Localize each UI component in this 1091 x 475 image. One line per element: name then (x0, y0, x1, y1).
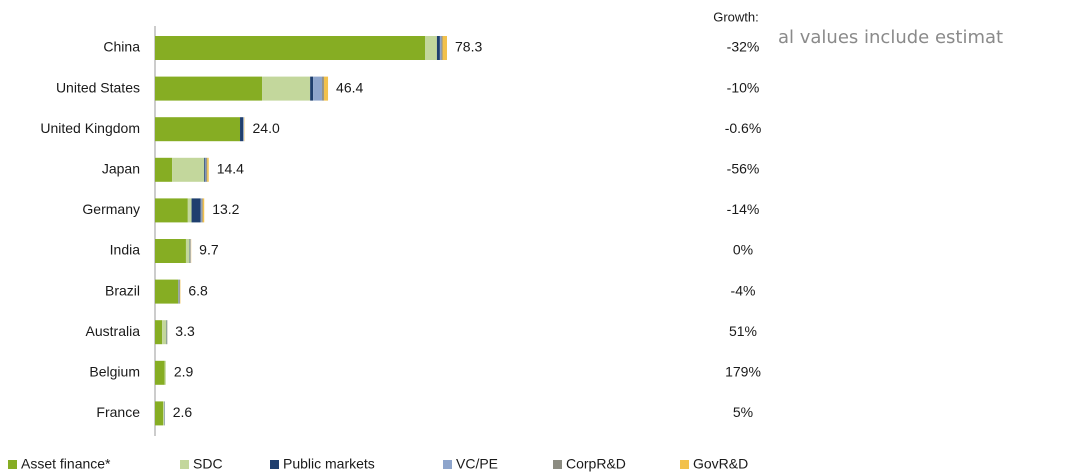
legend-label: VC/PE (456, 456, 498, 472)
bar-segment (310, 76, 314, 101)
legend-swatch (443, 460, 452, 469)
bar-segment (240, 117, 244, 142)
legend-label: Asset finance* (21, 456, 111, 472)
category-label: Belgium (89, 364, 140, 380)
growth-value: -32% (727, 39, 760, 55)
bar-segment (155, 157, 173, 182)
bar-segment (204, 157, 206, 182)
bar-segment (179, 279, 180, 304)
bar-segment (155, 76, 263, 101)
growth-header: Growth: (713, 9, 759, 24)
category-label: Australia (86, 323, 141, 339)
legend-swatch (553, 460, 562, 469)
bar-segment (202, 198, 205, 223)
bar-segment (424, 36, 437, 60)
bar-segment (436, 36, 440, 60)
bar-segment (441, 36, 443, 60)
bar-segment (163, 401, 165, 426)
bar-segment (187, 198, 192, 223)
bar-segment (207, 157, 209, 182)
bar-segment (155, 320, 163, 345)
bar-segment (243, 117, 244, 142)
legend-label: CorpR&D (566, 456, 626, 472)
growth-value: 0% (733, 242, 753, 258)
growth-value: -0.6% (725, 120, 762, 136)
annotation: al values include estimat (778, 27, 1003, 48)
total-label: 9.7 (199, 242, 219, 258)
bar-segment (439, 36, 442, 60)
bar-segment (155, 360, 165, 385)
bar-segment (155, 239, 186, 263)
growth-value: 51% (729, 323, 757, 339)
bar-segment (191, 198, 201, 223)
total-label: 3.3 (175, 323, 195, 339)
total-label: 2.9 (174, 364, 194, 380)
total-label: 24.0 (253, 120, 280, 136)
bar-segment (313, 76, 323, 101)
category-label: France (96, 404, 140, 420)
growth-value: -56% (727, 161, 760, 177)
category-label: Germany (82, 201, 140, 217)
category-label: Japan (102, 161, 140, 177)
legend-label: Public markets (283, 456, 375, 472)
legend-swatch (270, 460, 279, 469)
bar-segment (262, 76, 311, 101)
bar-segment (185, 239, 190, 263)
total-label: 46.4 (336, 79, 363, 95)
growth-value: -14% (727, 201, 760, 217)
bar-segment (201, 198, 203, 223)
bar-segment (442, 36, 447, 60)
growth-value: 179% (725, 364, 761, 380)
bar-segment (322, 76, 324, 101)
growth-value: -10% (727, 79, 760, 95)
total-label: 6.8 (188, 282, 208, 298)
legend-label: GovR&D (693, 456, 748, 472)
bar-segment (164, 360, 166, 385)
bar-segment (155, 198, 188, 223)
category-label: China (103, 39, 140, 55)
category-label: India (110, 242, 141, 258)
category-label: United States (56, 79, 140, 95)
bar-segment (323, 76, 329, 101)
bar-segment (162, 320, 167, 345)
bar-segment (200, 198, 202, 223)
bar-segment (155, 401, 164, 426)
bar-segment (155, 117, 241, 142)
growth-value: 5% (733, 404, 753, 420)
legend-swatch (680, 460, 689, 469)
legend-swatch (8, 460, 17, 469)
category-label: Brazil (105, 282, 140, 298)
legend-label: SDC (193, 456, 223, 472)
total-label: 2.6 (173, 404, 193, 420)
bar-segment (155, 279, 179, 304)
total-label: 13.2 (212, 201, 239, 217)
bar-segment (155, 36, 425, 60)
total-label: 14.4 (217, 161, 244, 177)
bar-segment (206, 157, 208, 182)
total-label: 78.3 (455, 39, 482, 55)
category-label: United Kingdom (40, 120, 140, 136)
bar-segment (205, 157, 207, 182)
growth-value: -4% (731, 282, 756, 298)
legend-swatch (180, 460, 189, 469)
bar-segment (172, 157, 205, 182)
